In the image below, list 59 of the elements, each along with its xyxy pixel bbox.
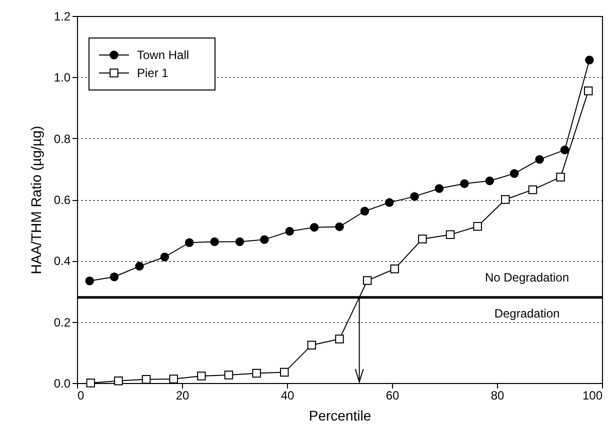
y-tick-label: 0.6 — [54, 193, 71, 207]
point — [418, 234, 427, 244]
x-tick-label: 100 — [582, 388, 603, 402]
annotation: Degradation — [494, 306, 560, 320]
point — [390, 264, 399, 274]
point — [362, 276, 372, 285]
point — [260, 235, 269, 244]
y-tick-label: 0.0 — [54, 376, 71, 390]
point — [556, 172, 565, 182]
point — [197, 372, 206, 380]
point — [485, 176, 494, 186]
legend-label: Pier 1 — [137, 66, 169, 80]
point — [560, 146, 570, 154]
x-tick-label: 40 — [280, 388, 294, 402]
x-tick-label: 0 — [78, 388, 84, 402]
point — [335, 222, 344, 232]
x-tick-label: 60 — [386, 388, 400, 402]
point — [335, 334, 344, 344]
point — [310, 222, 319, 232]
legend-label: Town Hall — [137, 48, 190, 62]
point — [434, 184, 444, 193]
x-tick-label: 80 — [490, 388, 504, 402]
annotation: No Degradation — [484, 270, 570, 284]
point — [360, 206, 370, 216]
y-tick-label: 0.4 — [54, 254, 71, 268]
point — [135, 262, 144, 271]
point — [160, 252, 170, 262]
point — [169, 374, 178, 384]
point — [585, 56, 594, 64]
point — [385, 198, 394, 207]
point — [85, 276, 94, 286]
x-tick-label: 20 — [176, 388, 190, 402]
point — [184, 238, 194, 247]
point — [584, 86, 593, 96]
point — [307, 340, 316, 350]
point — [210, 237, 219, 246]
point — [460, 179, 469, 188]
point — [252, 368, 261, 378]
point — [528, 185, 538, 194]
y-tick-label: 0.8 — [54, 132, 71, 146]
point — [235, 237, 244, 246]
y-axis-title: HAA/THM Ratio (µg/µg) — [28, 126, 44, 274]
point — [110, 272, 119, 282]
point — [142, 374, 151, 384]
point — [501, 195, 510, 204]
x-axis-title: Percentile — [308, 408, 372, 424]
point — [535, 155, 544, 164]
point — [410, 192, 419, 201]
point — [473, 222, 482, 231]
point — [86, 378, 96, 388]
y-tick-label: 1.0 — [54, 70, 71, 85]
y-tick-label: 1.2 — [54, 10, 71, 24]
point — [114, 376, 123, 386]
point — [285, 226, 294, 236]
y-tick-label: 0.2 — [54, 315, 71, 330]
point — [224, 370, 234, 380]
point — [510, 169, 519, 178]
point — [280, 368, 289, 377]
point — [446, 230, 455, 240]
